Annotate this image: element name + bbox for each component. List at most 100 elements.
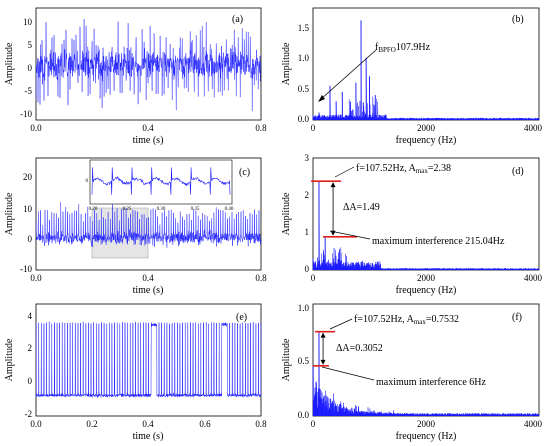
panel-c-xlabel: time (s): [133, 285, 164, 296]
panel-a-signal: [35, 18, 262, 112]
panel-d-tag: (d): [512, 166, 524, 177]
panel-f-ylabel: Amplitude: [281, 338, 292, 381]
panel-d-ytick-3: 0: [305, 264, 310, 274]
panel-d-ytick-2: 1: [305, 227, 310, 237]
panel-e-xtick-2: 0.4: [142, 419, 154, 429]
panel-f-interference-leader: [321, 366, 375, 381]
panel-a: (a) 0.0 0.4 0.8 10 5 0 -5 -10 time (s) A…: [4, 7, 267, 146]
panel-f-ytick-1: 0.5: [298, 356, 310, 366]
panel-a-tag: (a): [232, 14, 243, 25]
panel-f-fault-label: f=107.52Hz, Amax=0.7532: [354, 314, 459, 326]
panel-d-ytick-0: 3: [305, 153, 310, 163]
panel-f-fault-leader: [329, 318, 353, 330]
panel-a-frame: [35, 7, 262, 121]
panel-e-ytick-1: 2: [28, 343, 33, 353]
panel-e-xlabel: time (s): [133, 431, 164, 442]
panel-b-series-line: [312, 20, 540, 121]
panel-d-spectrum: [312, 181, 540, 271]
panel-a-ytick-0: 10: [23, 17, 33, 27]
panel-c-frame: [35, 157, 262, 271]
panel-e-series-line: [35, 321, 262, 399]
panel-f-delta-arrowhead-down: [320, 359, 326, 365]
panel-e-ylabel: Amplitude: [4, 338, 15, 381]
panel-c-tag: (c): [239, 167, 250, 178]
panel-e: (e) 0.0 0.2 0.4 0.6 0.8 4 2 0 -2 time (s…: [25, 303, 267, 442]
panel-f-spectrum: [312, 331, 540, 417]
panel-a-ytick-3: -5: [25, 86, 33, 96]
panel-a-series-line: [35, 18, 262, 112]
panel-f-delta-arrowhead-up: [320, 332, 326, 338]
panel-f-ytick-2: 0.0: [298, 410, 310, 420]
panel-c-ylabel: Amplitude: [4, 192, 15, 235]
panel-b: (b) fBPFO107.9Hz 0 2000 4000 1.5 1.0 0.5…: [281, 7, 543, 146]
panel-a-xlabel: time (s): [133, 135, 164, 146]
panel-c-ytick-3: -10: [20, 264, 32, 274]
panel-f-series-line: [312, 331, 540, 417]
panel-e-ytick-2: 0: [28, 376, 33, 386]
panel-f-xtick-1: 2000: [417, 419, 436, 429]
panel-f-ytick-0: 1.0: [298, 303, 310, 313]
panel-d-interference-label: maximum interference 215.04Hz: [372, 236, 505, 247]
panel-d-delta-label: ΔA=1.49: [343, 202, 380, 213]
panel-e-xtick-0: 0.0: [30, 419, 42, 429]
panel-b-arrowhead: [318, 95, 325, 102]
panel-c-ytick-1: 10: [23, 204, 33, 214]
panel-a-xtick-1: 0.4: [142, 123, 154, 133]
panel-c-inset-ytick: 0: [86, 179, 89, 184]
panel-d-fault-label: f=107.52Hz, Amax=2.38: [356, 163, 451, 175]
panel-c: 0 0.20 0.25 0.30 0.35 0.40 (c) 0.0 0.4 0…: [20, 157, 267, 296]
panel-a-ylabel: Amplitude: [4, 42, 15, 85]
panel-f-interference-label: maximum interference 6Hz: [376, 377, 487, 388]
panel-b-ytick-1: 1.0: [298, 53, 310, 63]
panel-c-series-line: [35, 202, 262, 248]
panel-d-series-line: [312, 181, 540, 271]
panel-d-ylabel: Amplitude: [281, 192, 292, 235]
panel-a-xtick-2: 0.8: [255, 123, 267, 133]
panel-d-xtick-1: 2000: [417, 273, 436, 283]
panel-c-inset-xtick-3: 0.35: [191, 207, 200, 212]
panel-e-xtick-3: 0.6: [199, 419, 211, 429]
panel-b-arrow: [319, 49, 377, 101]
panel-a-ytick-1: 5: [28, 40, 33, 50]
panel-b-tag: (b): [512, 14, 524, 25]
panel-c-inset-xtick-0: 0.20: [89, 207, 98, 212]
panel-b-annotation: fBPFO107.9Hz: [375, 42, 431, 54]
panel-c-inset-frame: [89, 159, 233, 205]
panel-b-ytick-3: 0.0: [298, 114, 310, 124]
panel-b-xtick-0: 0: [311, 123, 316, 133]
panel-f-xlabel: frequency (Hz): [396, 431, 457, 442]
panel-c-xtick-2: 0.8: [255, 273, 267, 283]
panel-d-xlabel: frequency (Hz): [396, 285, 457, 296]
panel-d-xtick-0: 0: [311, 273, 316, 283]
panel-d-fault-leader: [334, 166, 355, 178]
panel-c-ytick-0: 20: [23, 172, 33, 182]
panel-e-xtick-4: 0.8: [255, 419, 267, 429]
panel-e-signal: [35, 321, 262, 399]
panel-e-ytick-0: 4: [28, 311, 33, 321]
panel-c-signal: [35, 202, 262, 248]
panel-e-xtick-1: 0.2: [86, 419, 97, 429]
panel-c-inset-line: [91, 167, 231, 195]
panel-d-xtick-2: 4000: [524, 273, 543, 283]
panel-c-inset-xtick-1: 0.25: [123, 207, 132, 212]
panel-c-inset-signal: [91, 167, 231, 195]
panel-d-ytick-1: 2: [305, 190, 310, 200]
panel-e-tag: (e): [236, 312, 247, 323]
panel-f-delta-label: ΔA=0.3052: [336, 343, 383, 354]
panel-b-ylabel: Amplitude: [281, 42, 292, 85]
panel-b-spectrum: [312, 20, 540, 121]
panel-b-frame: [312, 7, 540, 121]
panel-d: (d) f=107.52Hz, Amax=2.38 ΔA=1.49 maximu…: [281, 153, 543, 296]
panel-c-inset-xtick-2: 0.30: [157, 207, 166, 212]
panel-a-ytick-4: -10: [20, 109, 32, 119]
panel-f-xtick-2: 4000: [524, 419, 543, 429]
panel-d-delta-arrowhead-up: [330, 182, 336, 188]
panel-e-ytick-3: -2: [25, 409, 33, 419]
panel-f-tag: (f): [512, 312, 522, 323]
panel-b-ytick-2: 0.5: [298, 84, 310, 94]
panel-a-ytick-2: 0: [28, 63, 33, 73]
panel-f: (f) f=107.52Hz, Amax=0.7532 ΔA=0.3052 ma…: [281, 303, 543, 442]
panel-b-ytick-0: 1.5: [298, 23, 310, 33]
panel-d-interference-leader: [329, 230, 371, 240]
